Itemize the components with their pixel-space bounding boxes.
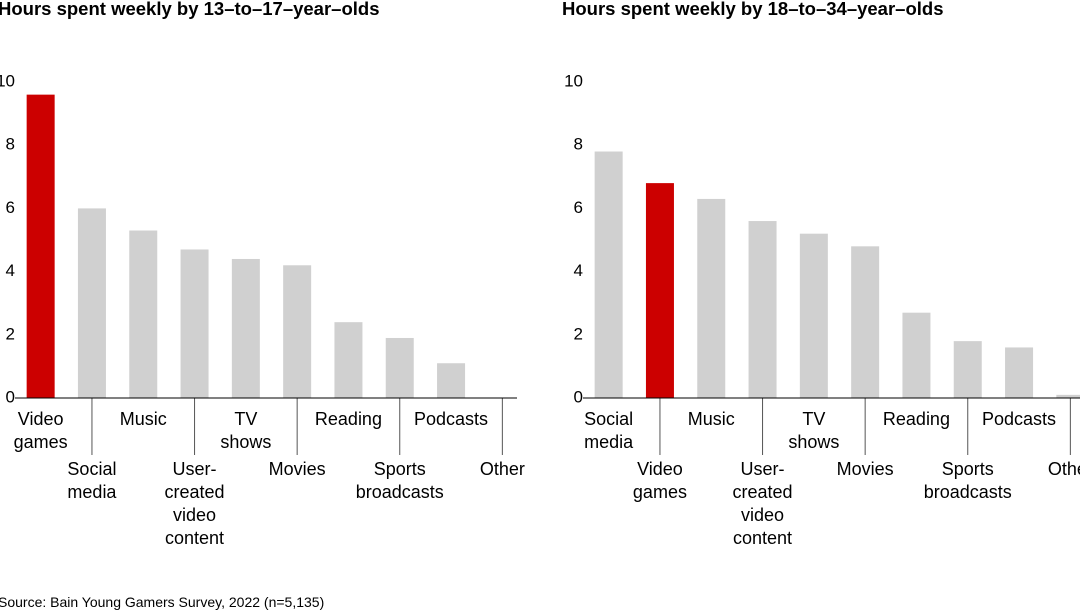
x-tick-label: User- created video content xyxy=(164,459,225,548)
y-tick-label: 8 xyxy=(574,135,583,154)
bar xyxy=(1056,394,1080,398)
bar xyxy=(799,233,828,398)
x-tick-label: Podcasts xyxy=(414,409,489,429)
bar xyxy=(129,230,158,398)
y-tick-label: 2 xyxy=(574,324,583,343)
y-tick-label: 10 xyxy=(0,71,15,90)
y-tick-label: 4 xyxy=(6,261,15,280)
x-tick-label: Podcasts xyxy=(982,409,1057,429)
x-tick-label: Sports broadcasts xyxy=(355,459,444,502)
bar xyxy=(851,246,880,398)
bar xyxy=(902,312,931,398)
bar xyxy=(594,151,623,398)
bar xyxy=(26,94,55,398)
bar xyxy=(748,221,777,398)
x-tick-label: User- created video content xyxy=(732,459,793,548)
y-tick-label: 4 xyxy=(574,261,583,280)
y-tick-label: 10 xyxy=(564,71,583,90)
source-note: Source: Bain Young Gamers Survey, 2022 (… xyxy=(0,594,325,610)
x-tick-label: Movies xyxy=(268,459,326,479)
bar xyxy=(283,265,312,398)
bar xyxy=(385,337,414,398)
x-tick-label: Social media xyxy=(67,459,117,502)
y-tick-label: 6 xyxy=(6,198,15,217)
x-tick-label: Social media xyxy=(584,409,634,452)
bar xyxy=(953,341,982,398)
x-tick-label: Video games xyxy=(632,459,687,502)
bar xyxy=(437,363,466,398)
chart-title: Hours spent weekly by 13–to–17–year–olds xyxy=(0,0,380,19)
x-tick-label: Reading xyxy=(314,409,382,429)
bar xyxy=(77,208,106,398)
bar xyxy=(1005,347,1034,398)
x-tick-label: Movies xyxy=(836,459,894,479)
x-tick-label: TV shows xyxy=(788,409,840,452)
chart-title: Hours spent weekly by 18–to–34–year–olds xyxy=(562,0,944,19)
y-tick-label: 2 xyxy=(6,324,15,343)
x-tick-label: Other xyxy=(1047,459,1080,479)
y-tick-label: 0 xyxy=(6,387,15,406)
x-tick-label: Sports broadcasts xyxy=(923,459,1012,502)
x-tick-label: Music xyxy=(687,409,735,429)
x-tick-label: Video games xyxy=(13,409,68,452)
y-tick-label: 8 xyxy=(6,135,15,154)
bar xyxy=(180,249,209,398)
y-tick-label: 0 xyxy=(574,387,583,406)
bar xyxy=(231,258,260,398)
x-tick-label: Music xyxy=(119,409,167,429)
bar xyxy=(645,183,674,398)
x-tick-label: Reading xyxy=(882,409,950,429)
y-tick-label: 6 xyxy=(574,198,583,217)
bar xyxy=(334,322,363,398)
bar xyxy=(697,198,726,398)
x-tick-label: TV shows xyxy=(220,409,272,452)
x-tick-label: Other xyxy=(479,459,525,479)
